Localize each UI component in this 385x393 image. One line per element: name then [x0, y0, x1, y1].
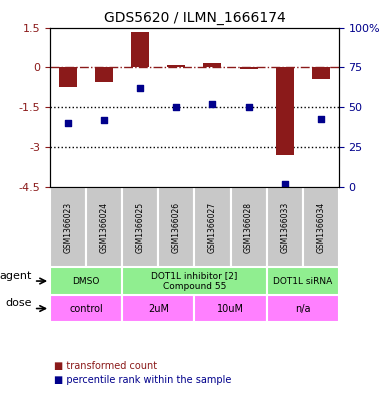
Text: GSM1366026: GSM1366026 [172, 202, 181, 253]
Text: DOT1L inhibitor [2]
Compound 55: DOT1L inhibitor [2] Compound 55 [151, 271, 238, 291]
Bar [312, 68, 330, 79]
Bar [167, 65, 186, 68]
FancyBboxPatch shape [122, 295, 194, 322]
FancyBboxPatch shape [194, 295, 266, 322]
Point [281, 181, 288, 187]
FancyBboxPatch shape [266, 267, 339, 295]
FancyBboxPatch shape [86, 187, 122, 267]
FancyBboxPatch shape [50, 295, 122, 322]
FancyBboxPatch shape [266, 295, 339, 322]
Text: n/a: n/a [295, 303, 310, 314]
Point [137, 85, 143, 92]
Text: dose: dose [5, 298, 32, 308]
FancyBboxPatch shape [122, 187, 158, 267]
Text: GSM1366034: GSM1366034 [316, 202, 325, 253]
Title: GDS5620 / ILMN_1666174: GDS5620 / ILMN_1666174 [104, 11, 285, 25]
FancyBboxPatch shape [194, 187, 231, 267]
Text: agent: agent [0, 270, 32, 281]
Point [173, 104, 179, 110]
FancyBboxPatch shape [50, 267, 122, 295]
Text: GSM1366033: GSM1366033 [280, 202, 289, 253]
Text: GSM1366028: GSM1366028 [244, 202, 253, 253]
Text: GSM1366023: GSM1366023 [64, 202, 73, 253]
Bar [59, 68, 77, 88]
Text: DOT1L siRNA: DOT1L siRNA [273, 277, 332, 286]
Text: GSM1366025: GSM1366025 [136, 202, 145, 253]
Point [246, 104, 252, 110]
FancyBboxPatch shape [158, 187, 194, 267]
FancyBboxPatch shape [231, 187, 266, 267]
FancyBboxPatch shape [50, 187, 86, 267]
FancyBboxPatch shape [122, 267, 266, 295]
Text: ■ transformed count: ■ transformed count [54, 362, 157, 371]
Point [318, 116, 324, 122]
Text: 2uM: 2uM [148, 303, 169, 314]
Text: 10uM: 10uM [217, 303, 244, 314]
FancyBboxPatch shape [266, 187, 303, 267]
Text: DMSO: DMSO [72, 277, 100, 286]
Bar [276, 68, 294, 155]
Point [101, 117, 107, 123]
Text: GSM1366024: GSM1366024 [100, 202, 109, 253]
Point [65, 120, 71, 127]
Point [209, 101, 216, 107]
Bar [95, 68, 113, 82]
FancyBboxPatch shape [303, 187, 339, 267]
Bar [131, 31, 149, 68]
Text: ■ percentile rank within the sample: ■ percentile rank within the sample [54, 375, 231, 385]
Bar [239, 68, 258, 69]
Text: control: control [69, 303, 103, 314]
Text: GSM1366027: GSM1366027 [208, 202, 217, 253]
Bar [203, 64, 221, 68]
